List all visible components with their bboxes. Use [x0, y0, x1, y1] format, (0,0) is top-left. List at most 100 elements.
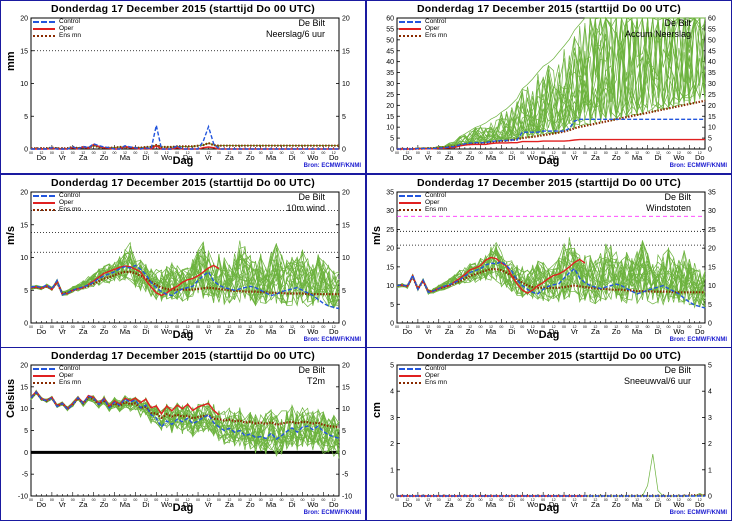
- hour-mark: 12: [405, 151, 409, 155]
- day-label: Di: [288, 500, 295, 509]
- hour-mark: 12: [698, 151, 702, 155]
- hour-mark: 00: [280, 151, 284, 155]
- hour-mark: 12: [102, 151, 106, 155]
- legend-item-oper: Oper: [31, 25, 81, 32]
- hour-mark: 00: [50, 498, 54, 502]
- day-label: Do: [695, 327, 705, 336]
- ensemble-member-line: [30, 252, 340, 304]
- ensemble-member-line: [397, 17, 706, 150]
- legend-label: Ens mn: [59, 32, 82, 39]
- hour-mark: 00: [479, 325, 483, 329]
- panel-3: 0 0 5 5 10 10 15 15 20 20 25 25 30 30 35 35 00 12 00 12 00 12…: [366, 174, 732, 348]
- hour-mark: 12: [290, 151, 294, 155]
- source-label: Bron: ECMWF/KNMI: [303, 510, 361, 516]
- hour-mark: 12: [144, 325, 148, 329]
- legend-label: Oper: [425, 372, 440, 379]
- ensemble-member-line: [30, 392, 340, 452]
- legend-item-ensmn: Ens mn: [397, 379, 447, 386]
- day-label: Ma: [632, 327, 643, 336]
- y-tick-label-left: 5: [390, 302, 394, 309]
- day-label: Wo: [161, 500, 172, 509]
- hour-mark: 00: [321, 325, 325, 329]
- hour-mark: 12: [656, 498, 660, 502]
- hour-mark: 12: [123, 151, 127, 155]
- hour-mark: 00: [50, 325, 54, 329]
- hour-mark: 12: [332, 325, 336, 329]
- hour-mark: 12: [248, 498, 252, 502]
- hour-mark: 00: [479, 498, 483, 502]
- y-tick-label-right: 20: [342, 363, 350, 370]
- legend-swatch: [33, 375, 55, 377]
- hour-mark: 00: [321, 498, 325, 502]
- day-label: Di: [508, 500, 515, 509]
- hour-mark: 12: [144, 151, 148, 155]
- day-label: Vr: [59, 153, 67, 162]
- legend-label: Ens mn: [425, 206, 448, 213]
- hour-mark: 12: [269, 151, 273, 155]
- legend-item-control: Control: [31, 365, 81, 372]
- legend-label: Ens mn: [425, 379, 448, 386]
- legend-item-control: Control: [397, 192, 447, 199]
- hour-mark: 00: [175, 151, 179, 155]
- y-tick-label-left: 35: [386, 70, 394, 77]
- hour-mark: 00: [133, 151, 137, 155]
- hour-mark: 12: [311, 498, 315, 502]
- hour-mark: 12: [468, 151, 472, 155]
- hour-mark: 12: [489, 151, 493, 155]
- hour-mark: 12: [60, 325, 64, 329]
- legend-swatch: [399, 375, 421, 377]
- y-tick-label-left: 5: [390, 363, 394, 370]
- source-label: Bron: ECMWF/KNMI: [303, 163, 361, 169]
- y-tick-label-right: 35: [708, 70, 716, 77]
- y-tick-label-right: 60: [708, 16, 716, 23]
- day-label: Ma: [266, 327, 277, 336]
- hour-mark: 00: [583, 498, 587, 502]
- hour-mark: 12: [489, 498, 493, 502]
- ensemble-member-line: [30, 253, 340, 309]
- y-tick-label-left: 35: [386, 190, 394, 197]
- y-tick-label-left: 5: [24, 428, 28, 435]
- hour-mark: 12: [405, 498, 409, 502]
- y-tick-label-right: 0: [708, 494, 712, 501]
- day-label: Zo: [246, 153, 255, 162]
- y-tick-label-right: 30: [708, 208, 716, 215]
- hour-mark: 12: [510, 498, 514, 502]
- y-tick-label-left: 0: [24, 321, 28, 328]
- day-label: Zo: [100, 327, 109, 336]
- hour-mark: 12: [614, 325, 618, 329]
- y-tick-label-right: 10: [342, 406, 350, 413]
- hour-mark: 12: [572, 498, 576, 502]
- y-tick-label-right: -5: [342, 472, 348, 479]
- x-axis-label: Dag: [172, 155, 194, 167]
- y-tick-label-right: 15: [342, 48, 350, 55]
- x-axis-label: Dag: [172, 329, 194, 341]
- legend-swatch: [399, 35, 421, 37]
- hour-mark: 12: [572, 151, 576, 155]
- hour-mark: 12: [290, 325, 294, 329]
- y-tick-label-left: 20: [20, 190, 28, 197]
- hour-mark: 00: [71, 325, 75, 329]
- day-label: Di: [654, 327, 661, 336]
- hour-mark: 12: [698, 325, 702, 329]
- hour-mark: 00: [280, 498, 284, 502]
- hour-mark: 00: [666, 151, 670, 155]
- hour-mark: 12: [81, 325, 85, 329]
- y-tick-label-right: 45: [708, 48, 716, 55]
- day-label: Wo: [527, 500, 538, 509]
- y-axis-label: Celsius: [5, 378, 17, 418]
- day-label: Wo: [527, 327, 538, 336]
- legend: Control Oper Ens mn: [31, 192, 81, 213]
- hour-mark: 00: [416, 151, 420, 155]
- y-tick-label-left: 0: [390, 147, 394, 154]
- day-label: Zo: [246, 327, 255, 336]
- y-tick-label-left: 3: [390, 415, 394, 422]
- panel-title: Donderdag 17 December 2015 (starttijd Do…: [50, 177, 315, 189]
- legend-item-oper: Oper: [397, 25, 447, 32]
- hour-mark: 00: [604, 151, 608, 155]
- hour-mark: 12: [39, 325, 43, 329]
- day-label: Vr: [59, 500, 67, 509]
- day-label: Do: [37, 153, 47, 162]
- y-tick-label-right: 3: [708, 415, 712, 422]
- hour-mark: 00: [666, 325, 670, 329]
